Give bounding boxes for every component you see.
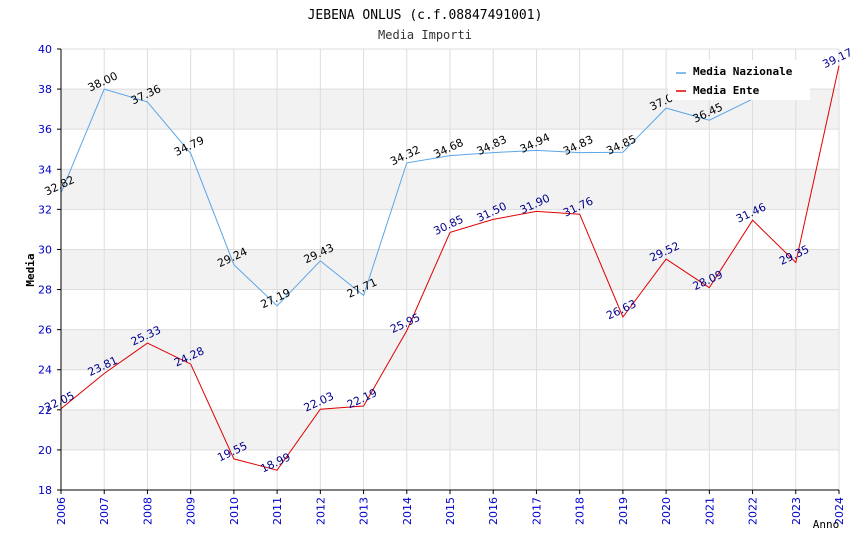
x-tick-label: 2008 (141, 497, 154, 525)
x-tick-label: 2012 (314, 497, 327, 525)
y-tick-label: 36 (38, 123, 52, 136)
series-line-media-nazionale (60, 88, 753, 307)
y-axis-ticks: 18 20 22 24 26 28 30 32 34 36 38 40 (38, 43, 61, 497)
data-label-media-nazionale: 34.83 (561, 133, 595, 158)
x-tick-label: 2018 (574, 497, 587, 525)
data-label-media-ente: 22.19 (345, 386, 379, 411)
y-tick-label: 34 (38, 163, 52, 176)
x-tick-label: 2017 (530, 497, 543, 525)
data-label-media-nazionale: 34.83 (475, 133, 509, 158)
x-tick-label: 2007 (98, 497, 111, 525)
y-tick-label: 24 (38, 364, 52, 377)
data-label-media-ente: 26.63 (604, 297, 638, 322)
x-tick-label: 2019 (617, 497, 630, 525)
x-tick-label: 2006 (55, 497, 68, 525)
series-line-media-ente (60, 65, 840, 471)
legend: Media Nazionale Media Ente (668, 60, 810, 100)
x-tick-label: 2016 (487, 497, 500, 525)
chart-title: JEBENA ONLUS (c.f.08847491001) (308, 8, 543, 23)
x-tick-label: 2014 (401, 497, 414, 525)
data-label-media-nazionale: 34.32 (388, 143, 422, 168)
x-tick-label: 2022 (747, 497, 760, 525)
y-tick-label: 40 (38, 43, 52, 56)
legend-label-media-nazionale: Media Nazionale (693, 65, 793, 78)
x-tick-label: 2009 (185, 497, 198, 525)
data-label-media-nazionale: 34.94 (518, 131, 552, 156)
legend-box (668, 60, 810, 100)
x-tick-label: 2011 (271, 497, 284, 525)
data-label-media-ente: 18.99 (259, 450, 293, 475)
x-tick-label: 2015 (444, 497, 457, 525)
x-axis-ticks: 2006 2007 2008 2009 2010 2011 2012 2013 2014 2015… (55, 490, 846, 525)
y-tick-label: 30 (38, 243, 52, 256)
y-tick-label: 26 (38, 324, 52, 337)
y-axis-label: Media (24, 253, 37, 286)
x-axis-label: Anno (813, 518, 840, 531)
x-tick-label: 2020 (660, 497, 673, 525)
data-label-media-ente: 39.17 (820, 46, 850, 71)
y-tick-label: 18 (38, 484, 52, 497)
y-tick-label: 28 (38, 284, 52, 297)
grid-lines (60, 48, 840, 491)
y-tick-label: 32 (38, 203, 52, 216)
chart-subtitle: Media Importi (378, 28, 472, 42)
data-label-media-ente: 30.85 (431, 213, 465, 238)
x-tick-label: 2013 (358, 497, 371, 525)
y-tick-label: 22 (38, 404, 52, 417)
data-label-media-nazionale: 34.85 (604, 133, 638, 158)
x-tick-label: 2023 (790, 497, 803, 525)
data-label-media-nazionale: 34.68 (431, 136, 465, 161)
legend-label-media-ente: Media Ente (693, 84, 760, 97)
x-tick-label: 2010 (228, 497, 241, 525)
x-tick-label: 2021 (703, 497, 716, 525)
x-tick-label: 2024 (833, 497, 846, 525)
y-tick-label: 20 (38, 444, 52, 457)
series-lines (60, 65, 840, 471)
y-tick-label: 38 (38, 83, 52, 96)
